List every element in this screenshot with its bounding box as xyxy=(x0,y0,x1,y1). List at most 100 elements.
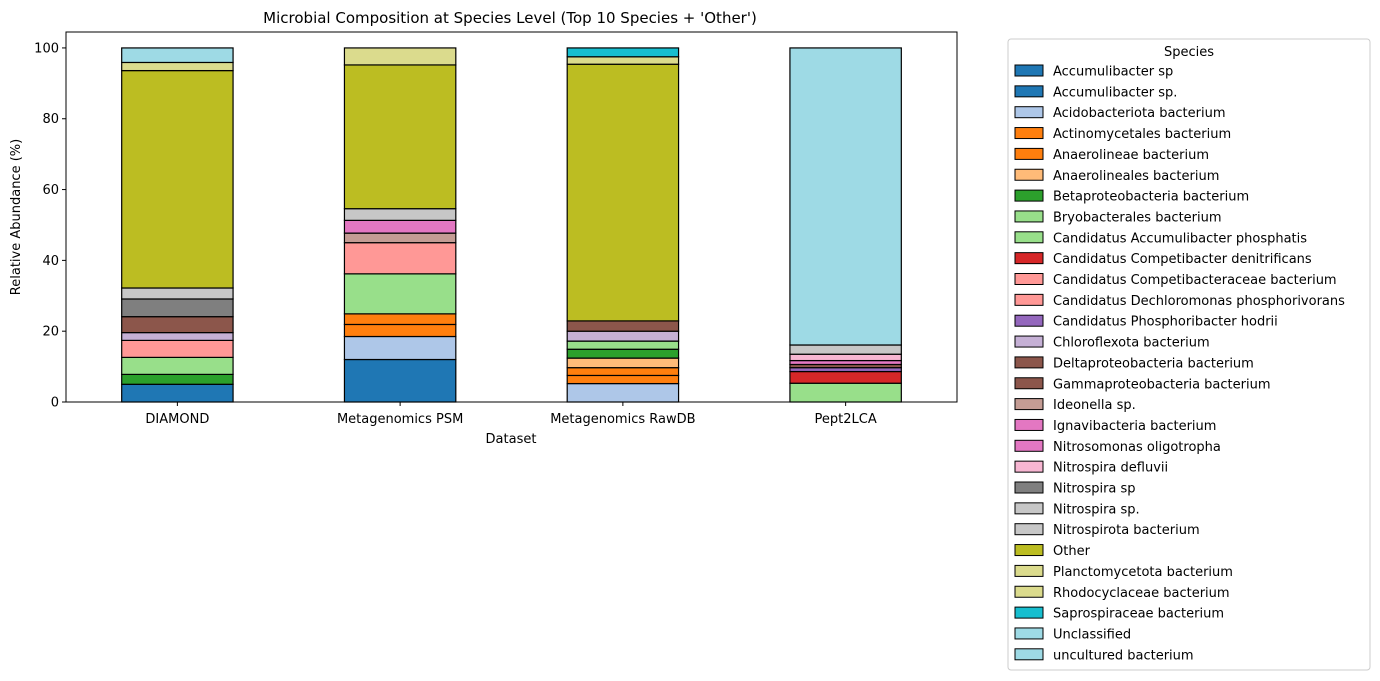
legend-swatch-14 xyxy=(1014,356,1044,369)
legend-label-1: Accumulibacter sp. xyxy=(1053,85,1177,100)
bar-segment-0-13 xyxy=(121,332,234,341)
legend-label-14: Deltaproteobacteria bacterium xyxy=(1053,356,1254,371)
bar-segment-1-2 xyxy=(343,335,457,361)
x-tick-label-1: Metagenomics PSM xyxy=(337,412,463,427)
legend-label-19: Nitrospira defluvii xyxy=(1053,461,1168,476)
bar-segment-0-24 xyxy=(121,61,234,72)
x-tick-label-2: Metagenomics RawDB xyxy=(550,412,695,427)
legend-label-2: Acidobacteriota bacterium xyxy=(1053,106,1226,121)
legend-swatch-12 xyxy=(1014,314,1044,327)
bars-layer xyxy=(121,47,902,403)
legend-label-21: Nitrospira sp. xyxy=(1053,502,1140,517)
bar-segment-1-3 xyxy=(343,323,457,338)
legend-label-3: Actinomycetales bacterium xyxy=(1053,127,1231,142)
legend-swatch-23 xyxy=(1014,544,1044,557)
bar-segment-0-10 xyxy=(121,339,234,358)
legend-label-20: Nitrospira sp xyxy=(1053,482,1136,497)
legend-label-28: uncultured bacterium xyxy=(1053,648,1194,663)
bar-segment-1-16 xyxy=(343,232,457,244)
y-tick-label-0: 0 xyxy=(51,396,59,411)
bar-segment-1-11 xyxy=(343,242,457,275)
legend-swatch-1 xyxy=(1014,85,1044,98)
bar-segment-2-3 xyxy=(566,374,680,385)
legend-label-9: Candidatus Competibacter denitrificans xyxy=(1053,252,1312,267)
legend-label-15: Gammaproteobacteria bacterium xyxy=(1053,377,1270,392)
bar-segment-2-26 xyxy=(566,47,680,58)
bar-segment-1-23 xyxy=(343,64,457,210)
bar-segment-3-9 xyxy=(789,370,902,384)
legend-label-0: Accumulibacter sp xyxy=(1053,65,1173,80)
legend-swatch-6 xyxy=(1014,189,1044,202)
x-axis-label: Dataset xyxy=(486,432,537,447)
legend-swatch-25 xyxy=(1014,585,1044,598)
legend: Species Accumulibacter spAccumulibacter … xyxy=(1007,38,1371,671)
chart-title: Microbial Composition at Species Level (… xyxy=(263,9,757,27)
bar-segment-1-1 xyxy=(343,358,457,403)
legend-label-6: Betaproteobacteria bacterium xyxy=(1053,190,1249,205)
bar-segment-0-15 xyxy=(121,316,234,334)
bar-segment-2-13 xyxy=(566,330,680,342)
legend-swatch-4 xyxy=(1014,147,1044,160)
legend-label-11: Candidatus Dechloromonas phosphorivorans xyxy=(1053,294,1345,309)
legend-label-7: Bryobacterales bacterium xyxy=(1053,210,1222,225)
legend-label-16: Ideonella sp. xyxy=(1053,398,1136,413)
legend-label-10: Candidatus Competibacteraceae bacterium xyxy=(1053,273,1337,288)
bar-segment-2-2 xyxy=(566,382,680,403)
legend-label-4: Anaerolineae bacterium xyxy=(1053,148,1209,163)
bar-segment-2-7 xyxy=(566,340,680,350)
legend-swatch-26 xyxy=(1014,606,1044,619)
legend-label-27: Unclassified xyxy=(1053,627,1131,642)
legend-swatch-22 xyxy=(1014,523,1044,536)
bar-segment-1-17 xyxy=(343,219,457,234)
legend-label-8: Candidatus Accumulibacter phosphatis xyxy=(1053,231,1307,246)
legend-label-17: Ignavibacteria bacterium xyxy=(1053,419,1216,434)
legend-swatch-15 xyxy=(1014,377,1044,390)
legend-swatch-3 xyxy=(1014,127,1044,140)
legend-label-5: Anaerolineales bacterium xyxy=(1053,169,1219,184)
bar-segment-2-23 xyxy=(566,63,680,322)
legend-swatch-10 xyxy=(1014,273,1044,285)
legend-label-26: Saprospiraceae bacterium xyxy=(1053,607,1224,622)
legend-label-18: Nitrosomonas oligotropha xyxy=(1053,440,1221,455)
legend-label-22: Nitrospirota bacterium xyxy=(1053,523,1200,538)
legend-swatch-2 xyxy=(1014,106,1044,119)
bar-segment-2-6 xyxy=(566,348,680,359)
legend-items: Accumulibacter sp Accumulibacter sp. Acido… xyxy=(1014,64,1345,663)
legend-swatch-7 xyxy=(1014,210,1044,223)
legend-swatch-28 xyxy=(1014,648,1044,661)
bar-segment-2-4 xyxy=(566,367,680,377)
bar-segment-0-6 xyxy=(121,373,234,385)
y-tick-label-5: 100 xyxy=(34,41,59,56)
legend-swatch-21 xyxy=(1014,502,1044,515)
legend-swatch-18 xyxy=(1014,439,1044,452)
y-tick-label-3: 60 xyxy=(42,183,59,198)
bar-segment-2-25 xyxy=(566,56,680,65)
bar-segment-1-4 xyxy=(343,313,457,326)
bar-segment-3-8 xyxy=(789,382,902,403)
legend-swatch-27 xyxy=(1014,627,1044,640)
legend-swatch-24 xyxy=(1014,564,1044,577)
plot-frame xyxy=(65,31,958,403)
legend-swatch-16 xyxy=(1014,398,1044,411)
bar-segment-2-5 xyxy=(566,357,680,369)
legend-label-13: Chloroflexota bacterium xyxy=(1053,336,1210,351)
y-tick-label-1: 20 xyxy=(42,325,59,340)
legend-label-25: Rhodocyclaceae bacterium xyxy=(1053,586,1230,601)
y-axis: 0 20 40 60 80 100 xyxy=(34,41,66,411)
x-axis: DIAMOND Metagenomics PSM Metagenomics RawD… xyxy=(145,402,877,427)
legend-label-23: Other xyxy=(1053,544,1091,559)
bar-segment-2-15 xyxy=(566,320,680,332)
x-tick-label-3: Pept2LCA xyxy=(815,412,877,427)
legend-label-12: Candidatus Phosphoribacter hodrii xyxy=(1053,315,1278,330)
legend-title: Species xyxy=(1164,45,1214,60)
legend-swatch-8 xyxy=(1014,231,1044,244)
bar-segment-1-24 xyxy=(343,47,457,66)
bar-segment-1-22 xyxy=(343,208,457,221)
bar-segment-0-7 xyxy=(121,356,234,375)
legend-label-24: Planctomycetota bacterium xyxy=(1053,565,1233,580)
legend-swatch-5 xyxy=(1014,168,1044,181)
x-tick-label-0: DIAMOND xyxy=(145,412,209,427)
bar-segment-3-21 xyxy=(789,344,902,355)
bar-segment-0-27 xyxy=(121,47,234,64)
